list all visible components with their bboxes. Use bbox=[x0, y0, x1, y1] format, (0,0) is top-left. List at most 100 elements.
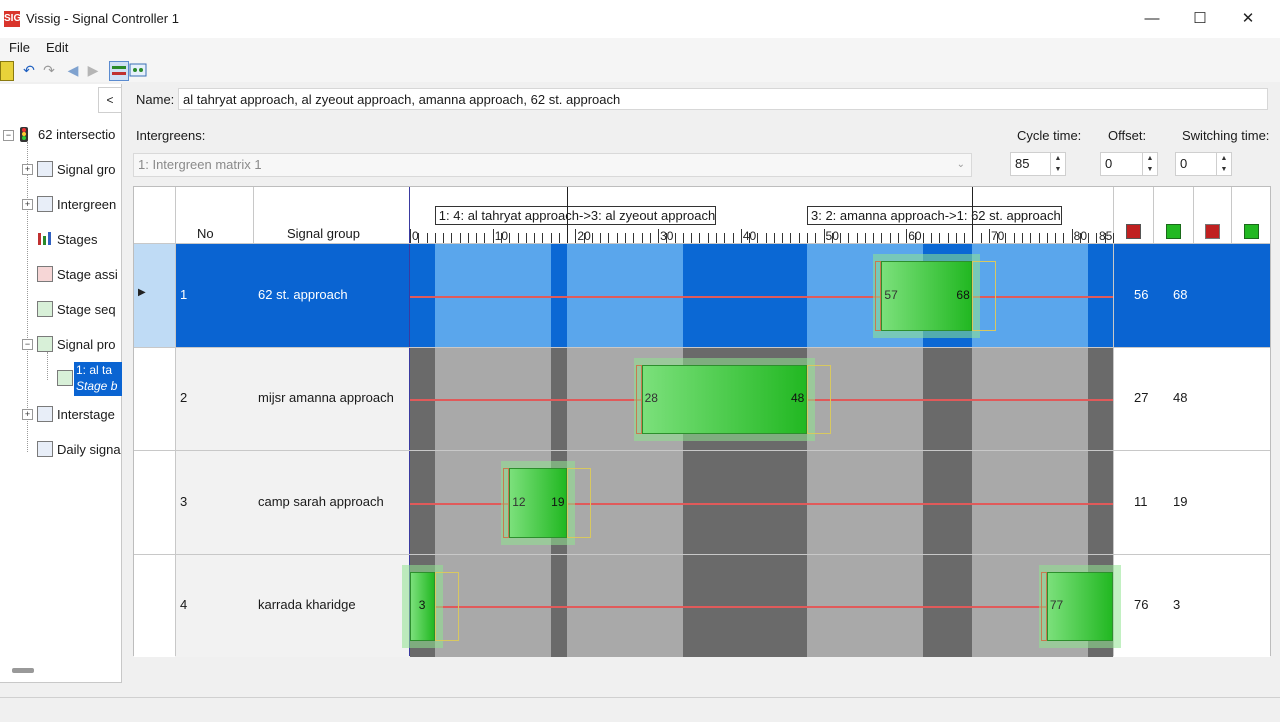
red-amber-transition-box[interactable] bbox=[1040, 571, 1047, 641]
menu-edit[interactable]: Edit bbox=[46, 40, 69, 55]
row-header-cell[interactable] bbox=[134, 347, 175, 450]
red-amber-transition-box[interactable] bbox=[875, 261, 882, 331]
expand-signal-groups[interactable]: + bbox=[22, 164, 33, 175]
row-selector-arrow-icon[interactable]: ▶ bbox=[138, 286, 146, 298]
maximize-button[interactable]: ☐ bbox=[1193, 10, 1207, 27]
intergreens-select[interactable]: 1: Intergreen matrix 1 ⌄ bbox=[133, 153, 972, 177]
green-end-label: 19 bbox=[551, 494, 565, 509]
expand-intergreens[interactable]: + bbox=[22, 199, 33, 210]
timeline-tick-label: 40 bbox=[742, 229, 757, 243]
tree-item-signal-programs[interactable]: Signal pro bbox=[57, 337, 116, 352]
red-start-icon bbox=[1205, 224, 1220, 239]
timeline-tick bbox=[815, 233, 817, 243]
row-summary-cells bbox=[1114, 347, 1270, 450]
interstage-band bbox=[550, 244, 568, 347]
row-header-cell[interactable] bbox=[134, 554, 175, 657]
green-time-bar[interactable] bbox=[641, 364, 807, 434]
table-row[interactable] bbox=[176, 347, 409, 450]
tree-item-signal-groups[interactable]: Signal gro bbox=[57, 162, 116, 177]
expand-interstages[interactable]: + bbox=[22, 409, 33, 420]
menu-bar bbox=[0, 38, 1280, 58]
signal-program-view-icon[interactable] bbox=[109, 61, 129, 81]
tree-item-stages[interactable]: Stages bbox=[57, 232, 98, 247]
run-icon[interactable] bbox=[0, 61, 14, 81]
interstage-label: 3: 2: amanna approach->1: 62 st. approac… bbox=[806, 206, 1062, 225]
timeline-tick bbox=[1030, 233, 1032, 243]
tree-horizontal-scrollbar[interactable] bbox=[12, 668, 34, 673]
tree-item-daily-signal[interactable]: Daily signa bbox=[57, 442, 121, 457]
tree-item-stage-assignment[interactable]: Stage assi bbox=[57, 267, 118, 282]
redo-icon[interactable]: ↷ bbox=[43, 62, 55, 78]
row-number: 4 bbox=[180, 597, 188, 613]
row-divider bbox=[134, 450, 1270, 451]
offset-input[interactable]: 0 bbox=[1100, 152, 1158, 176]
amber-transition-box[interactable] bbox=[806, 364, 831, 434]
timeline-tick bbox=[1005, 233, 1007, 243]
timeline-tick bbox=[509, 233, 511, 243]
interstage-icon bbox=[37, 406, 53, 422]
name-input[interactable]: al tahryat approach, al zyeout approach,… bbox=[178, 88, 1268, 110]
timeline-tick bbox=[997, 233, 999, 243]
timeline-tick bbox=[410, 229, 411, 243]
back-arrow-icon[interactable]: ◀ bbox=[67, 62, 79, 78]
timeline-tick bbox=[476, 233, 478, 243]
timeline-tick bbox=[459, 233, 461, 243]
tree-item-stage-sequence[interactable]: Stage seq bbox=[57, 302, 116, 317]
traffic-light-icon bbox=[20, 127, 28, 142]
row-header-cell[interactable] bbox=[134, 451, 175, 554]
offset-value: 0 bbox=[1105, 156, 1113, 171]
cycle-time-stepper[interactable]: ▲ ▼ bbox=[1050, 153, 1065, 175]
timeline-tick bbox=[1038, 233, 1040, 243]
timeline-tick bbox=[600, 233, 602, 243]
switching-time-stepper[interactable]: ▲ ▼ bbox=[1216, 153, 1231, 175]
intergreen-view-icon[interactable] bbox=[129, 61, 147, 79]
timeline-tick bbox=[798, 233, 800, 243]
root-collapse-toggle[interactable]: − bbox=[3, 130, 14, 141]
tree-item-interstages[interactable]: Interstage bbox=[57, 407, 115, 422]
minimize-button[interactable]: — bbox=[1144, 10, 1160, 27]
timeline-tick bbox=[575, 229, 577, 243]
timeline-tick bbox=[1096, 233, 1098, 243]
table-row[interactable] bbox=[176, 244, 409, 347]
timeline-tick bbox=[749, 233, 751, 243]
green-end-value: 68 bbox=[1173, 286, 1188, 302]
menu-file[interactable]: File bbox=[9, 40, 30, 55]
offset-stepper[interactable]: ▲ ▼ bbox=[1142, 153, 1157, 175]
red-green-end-icon bbox=[1126, 224, 1141, 239]
green-start-label: 12 bbox=[512, 494, 526, 509]
timeline-tick-label: 80 bbox=[1073, 229, 1087, 243]
grid-divider bbox=[1113, 187, 1114, 656]
tree-item-selected-program[interactable]: 1: al ta Stage b bbox=[74, 362, 122, 396]
tree-root-label[interactable]: 62 intersectio bbox=[38, 127, 116, 142]
green-time-bar[interactable] bbox=[509, 468, 568, 538]
green-time-bar[interactable] bbox=[410, 571, 435, 641]
table-row[interactable] bbox=[176, 451, 409, 554]
cycle-time-input[interactable]: 85 bbox=[1010, 152, 1066, 176]
green-time-bar[interactable] bbox=[1046, 571, 1113, 641]
row-header-cell[interactable] bbox=[134, 244, 175, 347]
cycle-time-value: 85 bbox=[1015, 156, 1030, 171]
grid-divider bbox=[175, 187, 176, 656]
timeline-tick bbox=[964, 233, 966, 243]
tree-item-intergreens[interactable]: Intergreen bbox=[57, 197, 117, 212]
timeline-tick bbox=[550, 233, 552, 243]
collapse-panel-button[interactable]: < bbox=[98, 87, 122, 113]
switching-time-input[interactable]: 0 bbox=[1175, 152, 1232, 176]
collapse-signal-programs[interactable]: − bbox=[22, 339, 33, 350]
table-row[interactable] bbox=[176, 554, 409, 657]
amber-transition-box[interactable] bbox=[434, 571, 459, 641]
red-amber-transition-box[interactable] bbox=[635, 364, 642, 434]
amber-transition-box[interactable] bbox=[567, 468, 592, 538]
interstage-band bbox=[922, 347, 973, 450]
window-title: Vissig - Signal Controller 1 bbox=[26, 11, 179, 26]
red-amber-transition-box[interactable] bbox=[503, 468, 510, 538]
green-time-bar[interactable] bbox=[881, 261, 973, 331]
close-button[interactable]: ✕ bbox=[1241, 10, 1255, 27]
forward-arrow-icon[interactable]: ▶ bbox=[87, 62, 99, 78]
timeline-tick-label: 0 bbox=[412, 229, 419, 243]
undo-icon[interactable]: ↶ bbox=[23, 62, 35, 78]
timeline-tick bbox=[1079, 233, 1081, 243]
amber-transition-box[interactable] bbox=[972, 261, 997, 331]
signal-group-name: camp sarah approach bbox=[258, 493, 384, 509]
timeline-cycle-end-label: 85 bbox=[1099, 229, 1113, 243]
